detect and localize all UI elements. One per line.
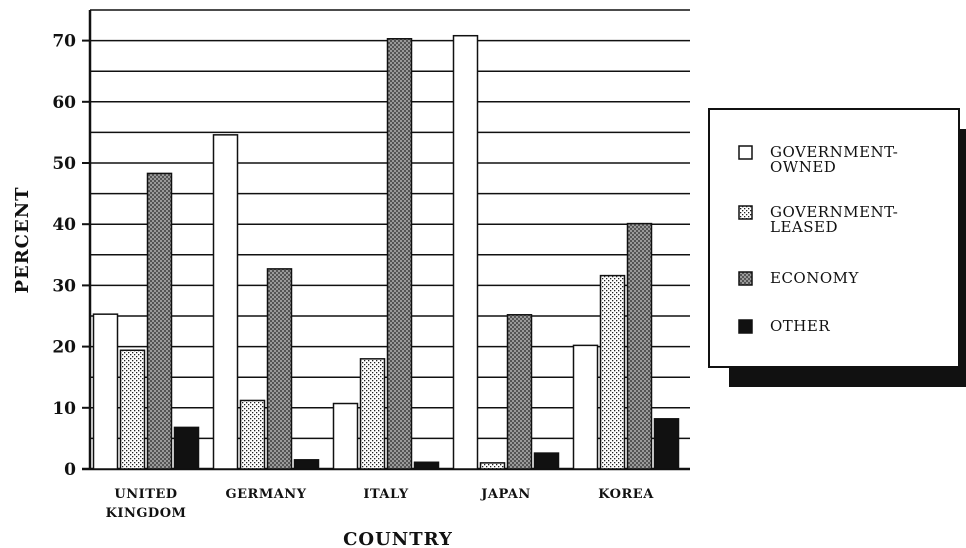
legend-swatch [738, 271, 753, 286]
bar [212, 134, 239, 470]
y-tick-label: 40 [52, 215, 76, 235]
legend-swatch [738, 145, 753, 160]
y-tick-label: 10 [52, 399, 76, 419]
bar [479, 462, 506, 470]
bar [119, 349, 146, 470]
bar [266, 268, 293, 470]
y-tick-label: 0 [64, 460, 76, 480]
legend-label: ECONOMY [770, 269, 860, 287]
bar [506, 314, 533, 470]
y-tick-label: 50 [52, 154, 76, 174]
bar [173, 426, 200, 470]
bar [293, 459, 320, 470]
legend-label: OWNED [770, 158, 836, 176]
bar [572, 344, 599, 470]
y-tick-label: 60 [52, 93, 76, 113]
bar [533, 452, 560, 470]
x-axis-title: COUNTRY [343, 529, 453, 548]
x-tick-label: JAPAN [480, 487, 531, 502]
bars [92, 34, 680, 470]
bar [386, 38, 413, 470]
y-tick-label: 30 [52, 276, 76, 296]
bar [146, 172, 173, 470]
x-tick-label: KINGDOM [106, 506, 187, 521]
x-tick-label: UNITED [114, 487, 177, 502]
legend-label: LEASED [770, 218, 838, 236]
x-tick-label: KOREA [598, 487, 654, 502]
legend-label: GOVERNMENT- [770, 203, 898, 221]
legend-label: OTHER [770, 317, 830, 335]
axes [82, 10, 690, 471]
bar [626, 222, 653, 470]
y-tick-label: 70 [52, 32, 76, 52]
bar [332, 402, 359, 470]
labels: 0 10 20 30 40 50 60 70 UNITED KINGDOM GERMANY ITALY… [12, 32, 654, 548]
x-tick-label: GERMANY [226, 487, 307, 502]
legend: GOVERNMENT-OWNEDGOVERNMENT-LEASEDECONOMY… [708, 108, 966, 387]
bar [92, 313, 119, 470]
legend-label: GOVERNMENT- [770, 143, 898, 161]
bar [599, 274, 626, 470]
legend-swatch [738, 205, 753, 220]
bar [239, 399, 266, 470]
bar [413, 461, 440, 470]
bar [359, 358, 386, 470]
x-tick-label: ITALY [363, 487, 408, 502]
bar [653, 418, 680, 470]
bar [452, 34, 479, 470]
y-tick-label: 20 [52, 338, 76, 358]
y-axis-title: PERCENT [12, 186, 33, 293]
legend-swatch [738, 319, 753, 334]
